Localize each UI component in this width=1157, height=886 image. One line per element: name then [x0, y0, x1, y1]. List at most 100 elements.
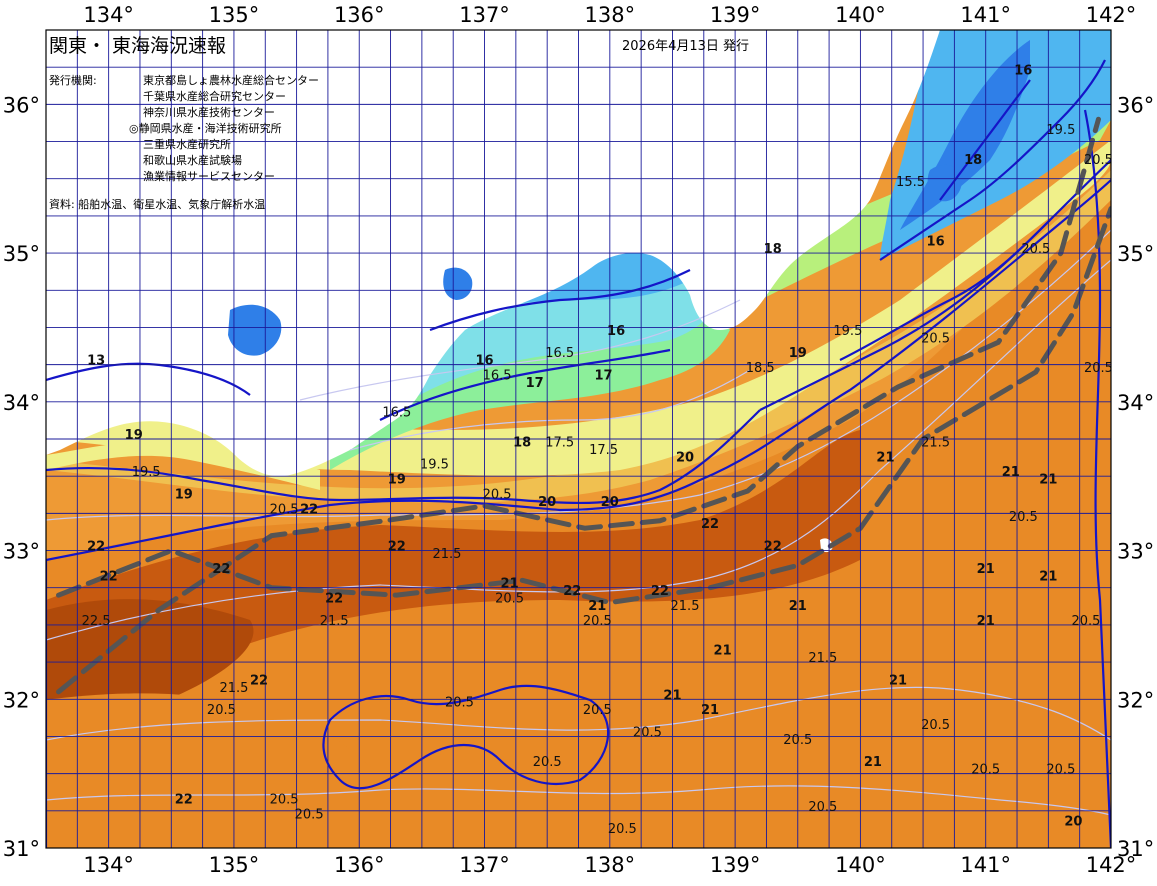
temperature-label: 18: [764, 242, 782, 257]
temperature-label: 20.5: [1046, 763, 1075, 778]
temperature-label: 20.5: [483, 487, 512, 502]
temperature-label: 20.5: [1071, 614, 1100, 629]
latitude-label-left: 34°: [3, 391, 40, 415]
temperature-label: 16.5: [545, 346, 574, 361]
temperature-label: 21.5: [219, 681, 248, 696]
temperature-label: 16: [1014, 64, 1032, 79]
longitude-label-bottom: 141°: [960, 853, 1011, 877]
temperature-label: 20.5: [921, 718, 950, 733]
longitude-label-top: 138°: [585, 3, 636, 27]
temperature-label: 21.5: [921, 435, 950, 450]
temperature-label: 20.5: [583, 703, 612, 718]
temperature-label: 20.5: [921, 331, 950, 346]
temperature-label: 19: [175, 487, 193, 502]
longitude-label-bottom: 135°: [209, 853, 260, 877]
temperature-label: 21: [501, 577, 519, 592]
latitude-label-left: 36°: [3, 93, 40, 117]
temperature-label: 19: [125, 428, 143, 443]
latitude-label-right: 36°: [1117, 93, 1154, 117]
temperature-label: 19.5: [420, 458, 449, 473]
issuer-item: 千葉県水産総合研究センター: [143, 89, 286, 103]
latitude-label-right: 34°: [1117, 391, 1154, 415]
temperature-label: 19.5: [1046, 123, 1075, 138]
longitude-label-bottom: 138°: [585, 853, 636, 877]
longitude-label-top: 134°: [83, 3, 134, 27]
temperature-label: 20.5: [1084, 361, 1113, 376]
temperature-label: 21: [889, 673, 907, 688]
temperature-label: 21: [977, 562, 995, 577]
map-frame: [45, 29, 1112, 849]
latitude-label-right: 35°: [1117, 242, 1154, 266]
temperature-label: 20: [676, 450, 694, 465]
temperature-label: 21: [663, 688, 681, 703]
temperature-label: 20.5: [633, 725, 662, 740]
temperature-label: 21: [876, 450, 894, 465]
temperature-label: 20.5: [295, 807, 324, 822]
temperature-label: 21: [1039, 569, 1057, 584]
longitude-label-bottom: 137°: [459, 853, 510, 877]
temperature-label: 20: [601, 495, 619, 510]
temperature-label: 17.5: [589, 443, 618, 458]
temperature-label: 21: [701, 703, 719, 718]
longitude-label-bottom: 142°: [1086, 853, 1137, 877]
temperature-label: 21: [588, 599, 606, 614]
longitude-label-bottom: 139°: [710, 853, 761, 877]
latitude-label-left: 33°: [3, 540, 40, 564]
temperature-label: 18.5: [746, 361, 775, 376]
temperature-label: 17.5: [545, 435, 574, 450]
temperature-label: 21: [1039, 473, 1057, 488]
temperature-label: 20.5: [583, 614, 612, 629]
kuroshio-axis-north: [56, 116, 1101, 695]
temperature-label: 22: [701, 517, 719, 532]
temperature-label: 15.5: [896, 175, 925, 190]
issue-date: 2026年4月13日 発行: [622, 39, 749, 54]
latitude-label-right: 32°: [1117, 688, 1154, 712]
temperature-label: 19.5: [833, 324, 862, 339]
longitude-label-top: 135°: [209, 3, 260, 27]
temperature-label: 13: [87, 354, 105, 369]
temperature-label: 20.5: [533, 755, 562, 770]
longitude-label-top: 141°: [960, 3, 1011, 27]
longitude-label-top: 142°: [1086, 3, 1137, 27]
latitude-label-left: 31°: [3, 837, 40, 861]
issuer-item: 神奈川県水産技術センター: [143, 105, 275, 119]
temperature-label: 20.5: [783, 733, 812, 748]
temperature-label: 20.5: [1009, 510, 1038, 525]
longitude-label-top: 139°: [710, 3, 761, 27]
issuers-list: 東京都島しょ農林水産総合センター千葉県水産総合研究センター神奈川県水産技術センタ…: [129, 73, 319, 183]
temperature-label: 22: [300, 502, 318, 517]
temperature-label: 22: [250, 673, 268, 688]
temperature-label: 22: [388, 540, 406, 555]
temperature-label: 16: [607, 324, 625, 339]
temperature-label: 20.5: [971, 763, 1000, 778]
issuer-item: 三重県水産研究所: [143, 137, 231, 151]
temperature-label: 17: [595, 369, 613, 384]
longitude-label-bottom: 134°: [83, 853, 134, 877]
temperature-label: 22: [100, 569, 118, 584]
integer-isotherms: [46, 59, 1111, 848]
temperature-label: 19.5: [132, 465, 161, 480]
temperature-label: 22: [175, 792, 193, 807]
temperature-label: 21.5: [808, 651, 837, 666]
latitude-label-right: 33°: [1117, 540, 1154, 564]
temperature-label: 21.5: [320, 614, 349, 629]
longitude-label-bottom: 140°: [835, 853, 886, 877]
coastal-shading: [228, 164, 962, 356]
latitude-label-right: 31°: [1117, 837, 1154, 861]
temperature-label: 16.5: [382, 406, 411, 421]
issuer-item: 東京都島しょ農林水産総合センター: [143, 73, 319, 87]
temperature-label: 16.5: [483, 369, 512, 384]
issuer-item: 和歌山県水産試験場: [143, 153, 242, 167]
temperature-label: 22.5: [82, 614, 111, 629]
temperature-label: 21.5: [432, 547, 461, 562]
kuroshio-axis-south: [56, 205, 1111, 606]
map-title: 関東・ 東海海況速報: [49, 35, 226, 57]
temperature-label: 22: [764, 540, 782, 555]
temperature-label: 16: [927, 235, 945, 250]
temperature-label: 20.5: [207, 703, 236, 718]
longitude-label-bottom: 136°: [334, 853, 385, 877]
issuer-item: ◎静岡県水産・海洋技術研究所: [129, 121, 282, 135]
temperature-label: 22: [87, 540, 105, 555]
